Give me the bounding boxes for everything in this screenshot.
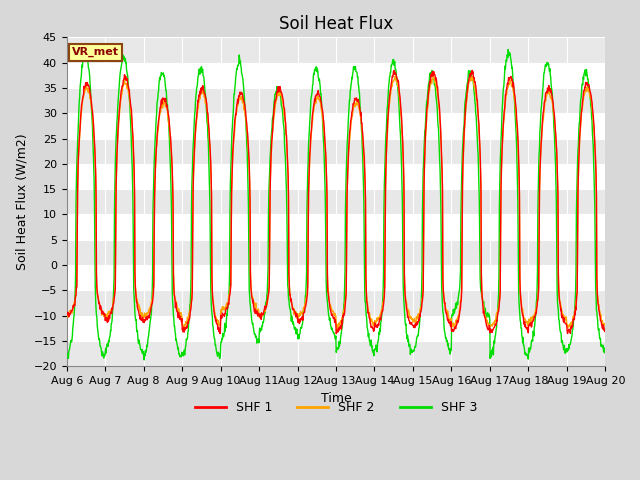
SHF 3	[63, 354, 70, 360]
SHF 1	[406, 321, 414, 327]
SHF 3	[380, 288, 387, 293]
Line: SHF 3: SHF 3	[67, 49, 605, 360]
SHF 1	[243, 121, 251, 127]
Line: SHF 2: SHF 2	[67, 76, 605, 331]
SHF 2	[464, 89, 472, 95]
Y-axis label: Soil Heat Flux (W/m2): Soil Heat Flux (W/m2)	[15, 133, 28, 270]
SHF 1	[546, 87, 554, 93]
SHF 2	[333, 328, 341, 334]
SHF 1	[180, 329, 188, 335]
SHF 3	[244, 165, 252, 171]
Bar	[67, 341, 605, 366]
SHF 2	[243, 125, 251, 131]
SHF 2	[63, 312, 70, 318]
X-axis label: Time: Time	[321, 392, 351, 405]
SHF 3	[602, 345, 609, 351]
SHF 2	[391, 73, 399, 79]
SHF 1	[390, 68, 398, 73]
SHF 1	[332, 331, 340, 336]
Bar	[67, 139, 605, 164]
SHF 1	[464, 83, 472, 89]
SHF 3	[140, 357, 148, 363]
Line: SHF 1: SHF 1	[67, 71, 605, 334]
Bar	[67, 88, 605, 113]
SHF 3	[546, 69, 554, 74]
Legend: SHF 1, SHF 2, SHF 3: SHF 1, SHF 2, SHF 3	[189, 396, 483, 420]
SHF 2	[406, 315, 414, 321]
SHF 2	[602, 323, 609, 328]
SHF 1	[602, 329, 609, 335]
Bar	[67, 240, 605, 265]
SHF 2	[546, 92, 554, 97]
SHF 1	[379, 308, 387, 314]
SHF 2	[180, 324, 188, 329]
SHF 3	[464, 79, 472, 84]
SHF 2	[379, 300, 387, 305]
Text: VR_met: VR_met	[72, 47, 119, 58]
SHF 3	[180, 348, 188, 353]
Bar	[67, 290, 605, 316]
Title: Soil Heat Flux: Soil Heat Flux	[279, 15, 393, 33]
SHF 3	[82, 47, 90, 52]
SHF 3	[406, 343, 414, 349]
Bar	[67, 189, 605, 215]
SHF 1	[63, 310, 70, 316]
Bar	[67, 37, 605, 63]
